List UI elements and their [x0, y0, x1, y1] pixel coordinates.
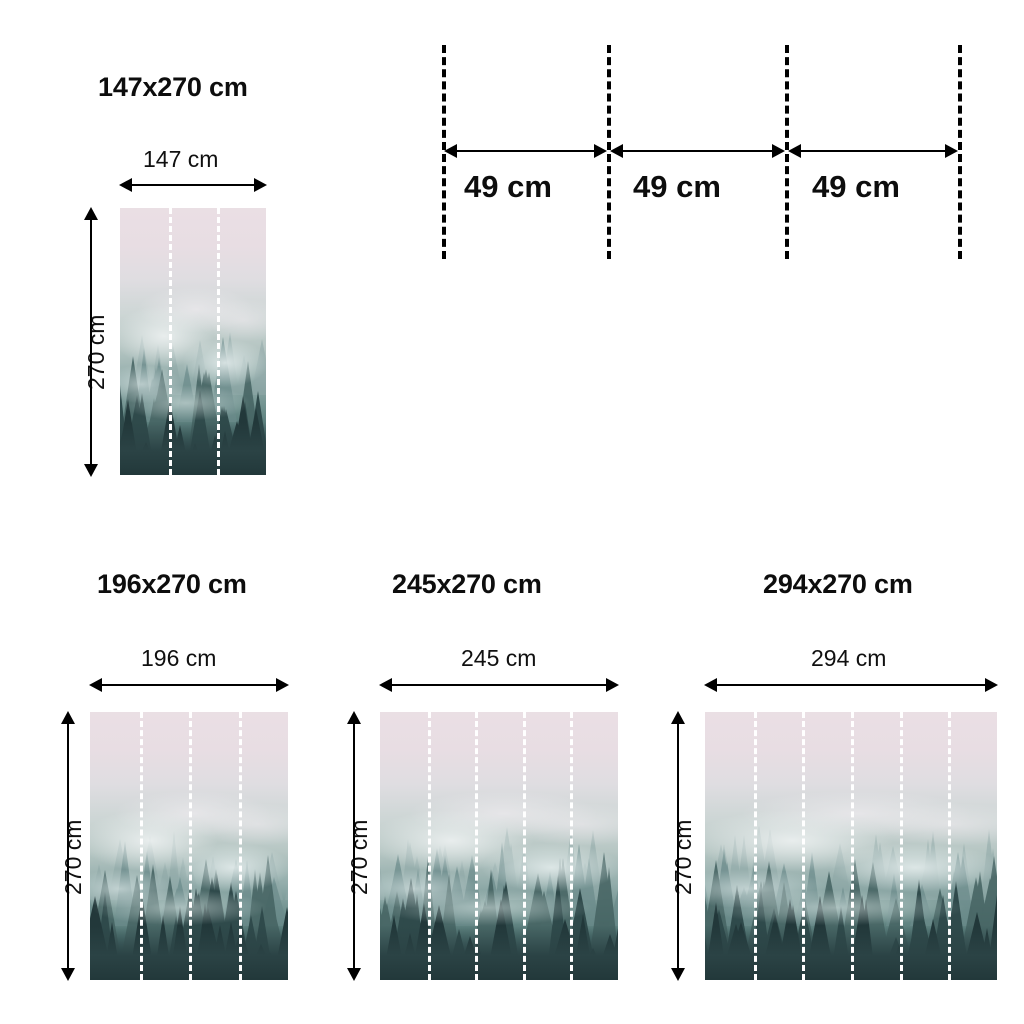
forest-floor [120, 421, 266, 475]
segment-label-3: 49 cm [812, 169, 900, 204]
forest-floor [380, 926, 618, 980]
arrow-head-left-icon [89, 678, 102, 692]
segment-arrow-1 [444, 144, 607, 158]
width-label-294: 294 cm [811, 645, 887, 671]
height-arrow-147x270 [84, 207, 98, 477]
arrow-head-left-icon [379, 678, 392, 692]
arrow-shaft [67, 718, 69, 974]
arrow-shaft [96, 684, 282, 686]
segment-arrow-3 [788, 144, 958, 158]
arrow-head-left-icon [610, 144, 623, 158]
arrow-shaft [90, 214, 92, 470]
arrow-head-right-icon [772, 144, 785, 158]
arrow-head-right-icon [594, 144, 607, 158]
wallpaper-preview-147x270 [120, 208, 266, 475]
arrow-head-left-icon [444, 144, 457, 158]
arrow-head-down-icon [84, 464, 98, 477]
strip-divider-1 [168, 208, 172, 475]
width-arrow-294 [704, 678, 998, 692]
arrow-head-up-icon [347, 711, 361, 724]
strip-divider-2 [217, 208, 221, 475]
arrow-shaft [711, 684, 991, 686]
strip-divider-3 [238, 712, 242, 980]
arrow-head-up-icon [61, 711, 75, 724]
arrow-head-right-icon [945, 144, 958, 158]
strip-divider-5 [948, 712, 952, 980]
strip-divider-1 [139, 712, 143, 980]
size-title-196x270: 196x270 cm [97, 569, 247, 599]
width-arrow-196 [89, 678, 289, 692]
height-arrow-245x270 [347, 711, 361, 981]
arrow-shaft [617, 150, 778, 152]
height-arrow-294x270 [671, 711, 685, 981]
arrow-head-right-icon [254, 178, 267, 192]
wallpaper-preview-294x270 [705, 712, 997, 980]
strip-divider-2 [475, 712, 479, 980]
guide-line-2 [607, 45, 611, 259]
guide-line-4 [958, 45, 962, 259]
arrow-shaft [126, 184, 260, 186]
arrow-shaft [677, 718, 679, 974]
arrow-head-left-icon [788, 144, 801, 158]
size-title-147x270: 147x270 cm [98, 72, 248, 102]
strip-divider-4 [899, 712, 903, 980]
arrow-shaft [451, 150, 600, 152]
strip-divider-3 [851, 712, 854, 980]
segment-label-2: 49 cm [633, 169, 721, 204]
segment-arrow-2 [610, 144, 785, 158]
strip-divider-2 [802, 712, 806, 980]
width-label-147: 147 cm [143, 146, 219, 172]
arrow-head-right-icon [985, 678, 998, 692]
arrow-head-down-icon [61, 968, 75, 981]
strip-divider-3 [522, 712, 526, 980]
arrow-shaft [386, 684, 612, 686]
width-arrow-147 [119, 178, 267, 192]
strip-divider-4 [570, 712, 574, 980]
size-title-294x270: 294x270 cm [763, 569, 913, 599]
arrow-head-down-icon [671, 968, 685, 981]
width-label-245: 245 cm [461, 645, 537, 671]
wallpaper-preview-196x270 [90, 712, 288, 980]
arrow-shaft [795, 150, 951, 152]
arrow-head-up-icon [84, 207, 98, 220]
width-arrow-245 [379, 678, 619, 692]
segment-label-1: 49 cm [464, 169, 552, 204]
strip-divider-1 [427, 712, 431, 980]
size-title-245x270: 245x270 cm [392, 569, 542, 599]
height-arrow-196x270 [61, 711, 75, 981]
strip-divider-2 [189, 712, 192, 980]
arrow-head-right-icon [276, 678, 289, 692]
arrow-head-up-icon [671, 711, 685, 724]
forest-artwork [120, 208, 266, 475]
arrow-shaft [353, 718, 355, 974]
arrow-head-left-icon [119, 178, 132, 192]
arrow-head-down-icon [347, 968, 361, 981]
forest-artwork [380, 712, 618, 980]
guide-line-3 [785, 45, 789, 259]
arrow-head-left-icon [704, 678, 717, 692]
width-label-196: 196 cm [141, 645, 217, 671]
wallpaper-preview-245x270 [380, 712, 618, 980]
arrow-head-right-icon [606, 678, 619, 692]
strip-divider-1 [753, 712, 757, 980]
